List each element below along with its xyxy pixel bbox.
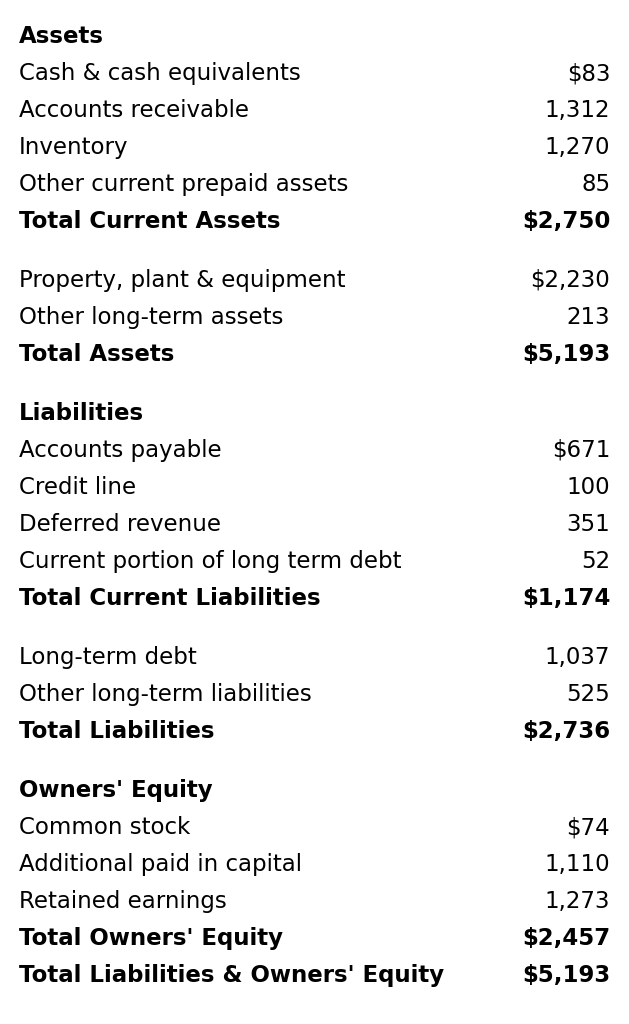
Text: 1,312: 1,312: [545, 99, 610, 122]
Text: 85: 85: [581, 173, 610, 196]
Text: Other current prepaid assets: Other current prepaid assets: [19, 173, 348, 196]
Text: Total Current Assets: Total Current Assets: [19, 210, 281, 233]
Text: 213: 213: [567, 306, 610, 329]
Text: Deferred revenue: Deferred revenue: [19, 513, 221, 536]
Text: Retained earnings: Retained earnings: [19, 890, 226, 913]
Text: Assets: Assets: [19, 25, 104, 48]
Text: Inventory: Inventory: [19, 136, 128, 159]
Text: Total Liabilities & Owners' Equity: Total Liabilities & Owners' Equity: [19, 964, 444, 987]
Text: Liabilities: Liabilities: [19, 402, 144, 425]
Text: Long-term debt: Long-term debt: [19, 646, 197, 669]
Text: $1,174: $1,174: [521, 587, 610, 610]
Text: Other long-term liabilities: Other long-term liabilities: [19, 683, 311, 706]
Text: Credit line: Credit line: [19, 476, 136, 499]
Text: 52: 52: [581, 550, 610, 573]
Text: $5,193: $5,193: [522, 964, 610, 987]
Text: $2,750: $2,750: [521, 210, 610, 233]
Text: Additional paid in capital: Additional paid in capital: [19, 853, 302, 876]
Text: Total Owners' Equity: Total Owners' Equity: [19, 927, 283, 950]
Text: Property, plant & equipment: Property, plant & equipment: [19, 269, 345, 292]
Text: Other long-term assets: Other long-term assets: [19, 306, 283, 329]
Text: Total Assets: Total Assets: [19, 343, 174, 366]
Text: 100: 100: [567, 476, 610, 499]
Text: Total Current Liabilities: Total Current Liabilities: [19, 587, 321, 610]
Text: Accounts payable: Accounts payable: [19, 439, 221, 462]
Text: $83: $83: [567, 62, 610, 85]
Text: Common stock: Common stock: [19, 816, 190, 839]
Text: 351: 351: [566, 513, 610, 536]
Text: Total Liabilities: Total Liabilities: [19, 720, 214, 743]
Text: $2,457: $2,457: [522, 927, 610, 950]
Text: $5,193: $5,193: [522, 343, 610, 366]
Text: $671: $671: [552, 439, 610, 462]
Text: Cash & cash equivalents: Cash & cash equivalents: [19, 62, 301, 85]
Text: 525: 525: [566, 683, 610, 706]
Text: 1,110: 1,110: [545, 853, 610, 876]
Text: $2,736: $2,736: [522, 720, 610, 743]
Text: Current portion of long term debt: Current portion of long term debt: [19, 550, 401, 573]
Text: $2,230: $2,230: [530, 269, 610, 292]
Text: 1,273: 1,273: [545, 890, 610, 913]
Text: 1,037: 1,037: [545, 646, 610, 669]
Text: Accounts receivable: Accounts receivable: [19, 99, 249, 122]
Text: $74: $74: [567, 816, 610, 839]
Text: 1,270: 1,270: [545, 136, 610, 159]
Text: Owners' Equity: Owners' Equity: [19, 779, 213, 802]
